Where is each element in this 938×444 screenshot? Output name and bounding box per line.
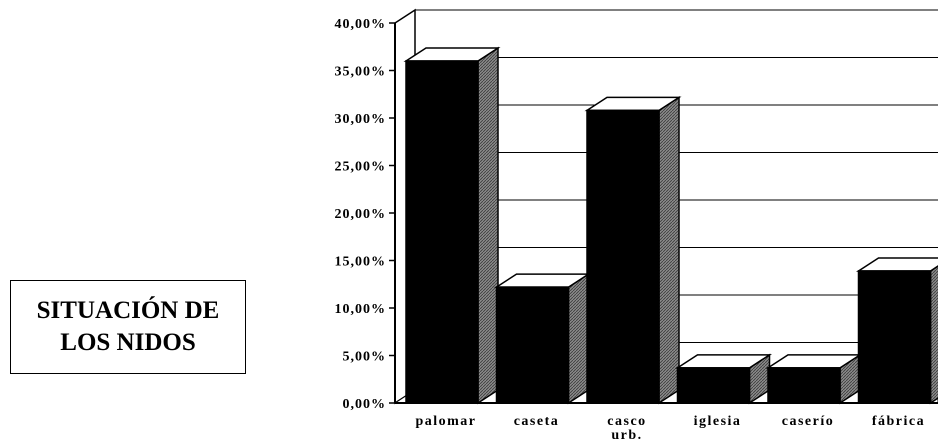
chart-title: SITUACIÓN DE LOS NIDOS <box>37 295 220 359</box>
y-tick-label-4: 20,00% <box>335 207 387 222</box>
x-tick-label-2: casco urb. <box>607 414 646 443</box>
x-tick-label-3: iglesia <box>694 414 742 429</box>
y-tick-label-0: 0,00% <box>343 397 387 412</box>
y-tick-label-2: 10,00% <box>335 302 387 317</box>
bar-side-1 <box>567 272 590 405</box>
y-tick-label-7: 35,00% <box>335 65 387 80</box>
x-tick-label-5: fábrica <box>872 414 925 429</box>
chart-title-box: SITUACIÓN DE LOS NIDOS <box>10 280 246 374</box>
bar-side-0 <box>477 46 499 405</box>
x-tick-label-4: caserío <box>782 414 834 429</box>
x-tick-label-0: palomar <box>415 414 476 429</box>
bar-side-5 <box>929 265 938 405</box>
bar-3 <box>676 367 751 404</box>
bar-1 <box>495 286 570 404</box>
y-tick-label-1: 5,00% <box>343 350 387 365</box>
bar-2 <box>586 109 660 404</box>
y-tick-label-5: 25,00% <box>335 160 387 175</box>
chart-title-line-2: LOS NIDOS <box>60 329 196 356</box>
x-tick-label-1: caseta <box>514 414 560 429</box>
y-tick-label-8: 40,00% <box>335 17 387 32</box>
bar-5 <box>857 270 932 404</box>
y-tick-label-6: 30,00% <box>335 112 387 127</box>
bar-0 <box>405 60 479 404</box>
bar-4 <box>767 367 841 404</box>
bar-top-5 <box>855 257 938 272</box>
bar-side-2 <box>658 96 680 405</box>
y-tick-label-3: 15,00% <box>335 255 387 270</box>
chart-title-line-1: SITUACIÓN DE <box>36 297 220 324</box>
